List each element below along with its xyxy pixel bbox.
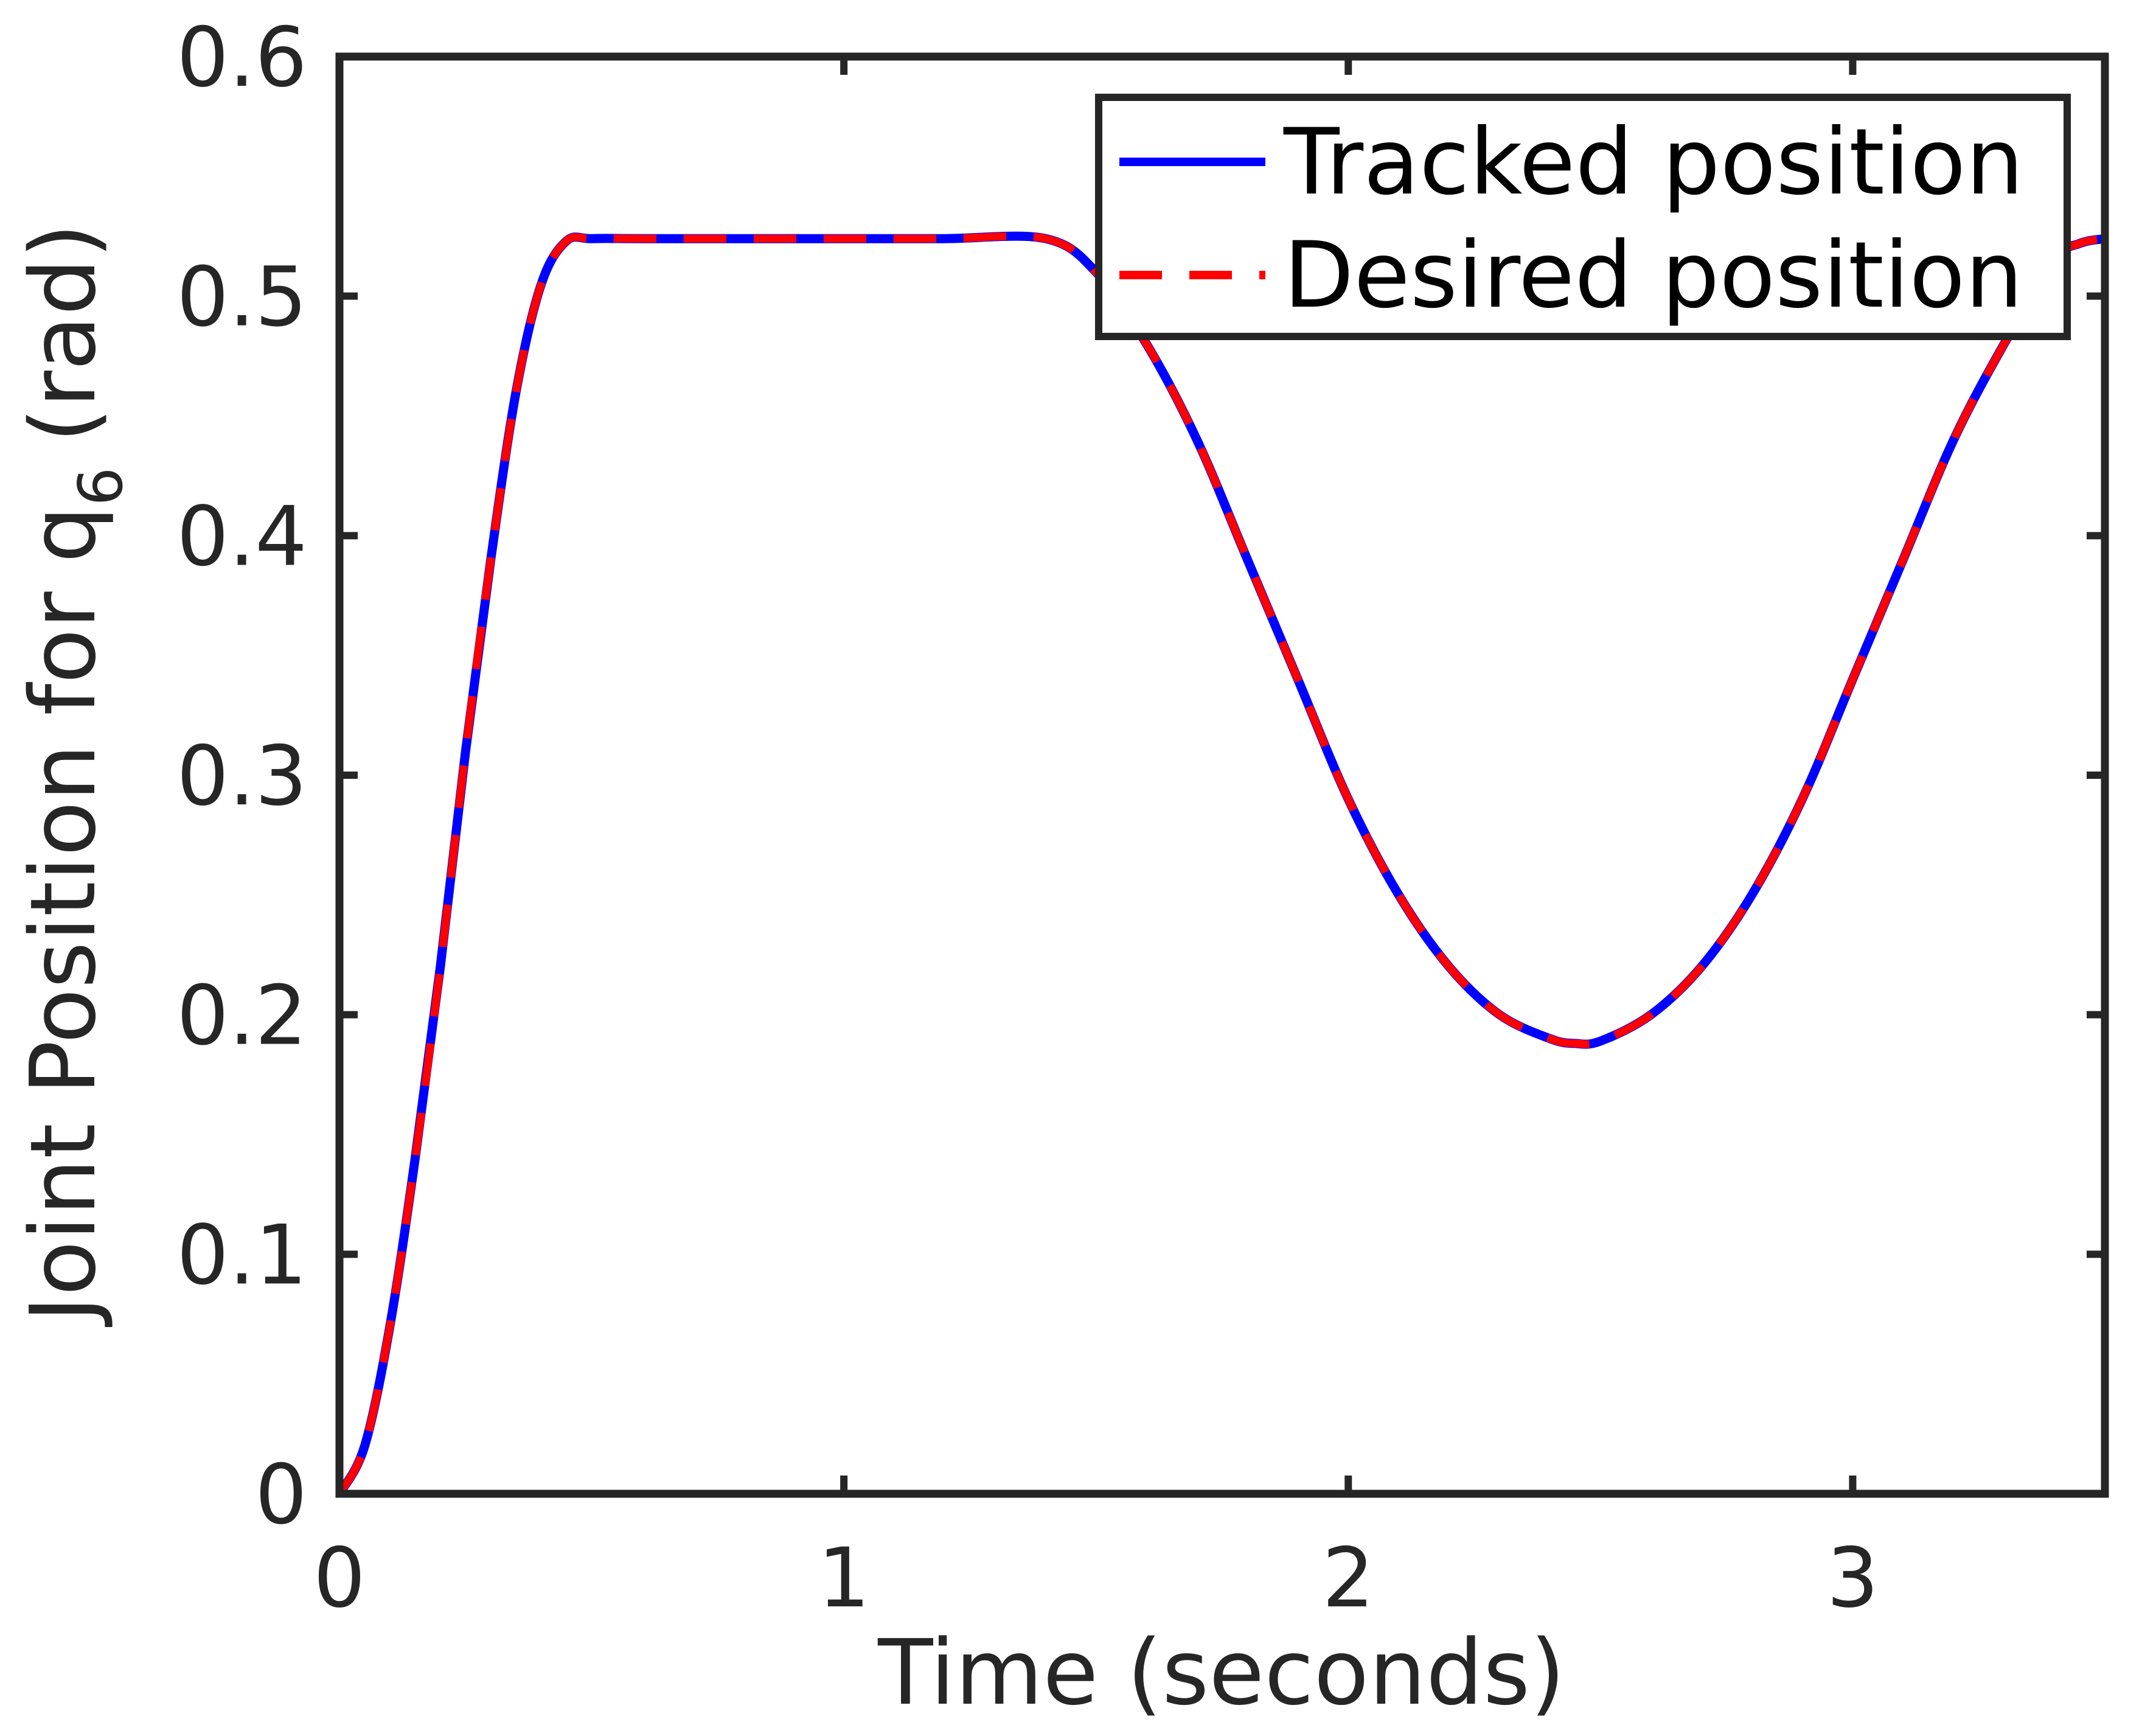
y-axis-title: Joint Position for q6 (rad) (11, 223, 136, 1328)
x-axis-title: Time (seconds) (877, 1620, 1565, 1725)
y-axis-title-unit: (rad) (11, 223, 116, 443)
y-tick-label: 0 (255, 1447, 307, 1542)
x-tick-label: 0 (313, 1530, 366, 1626)
tick-labels-layer: 0 1 2 3 0 0.1 0.2 0.3 0.4 0.5 0.6 (176, 10, 1879, 1626)
legend-label-tracked-position: Tracked position (1283, 110, 2023, 215)
y-tick-label: 0.3 (176, 728, 307, 824)
y-tick-label: 0.5 (176, 249, 307, 345)
legend-box (1095, 94, 2071, 340)
y-tick-label: 0.4 (176, 489, 307, 584)
legend-label-desired-position: Desired position (1284, 223, 2023, 329)
x-tick-label: 3 (1826, 1530, 1879, 1626)
y-axis-title-main: Joint Position for q (11, 506, 116, 1327)
y-tick-label: 0.6 (176, 10, 307, 105)
series-layer (339, 231, 2105, 1494)
y-axis-title-subscript: 6 (65, 467, 136, 506)
y-tick-label: 0.2 (176, 968, 307, 1064)
legend: Tracked position Desired position (1095, 94, 2071, 340)
series-line-desired-position (339, 232, 2105, 1494)
plot-frame (335, 52, 2109, 1498)
x-tick-label: 2 (1322, 1530, 1374, 1626)
y-tick-label: 0.1 (176, 1207, 307, 1303)
x-tick-label: 1 (818, 1530, 870, 1626)
